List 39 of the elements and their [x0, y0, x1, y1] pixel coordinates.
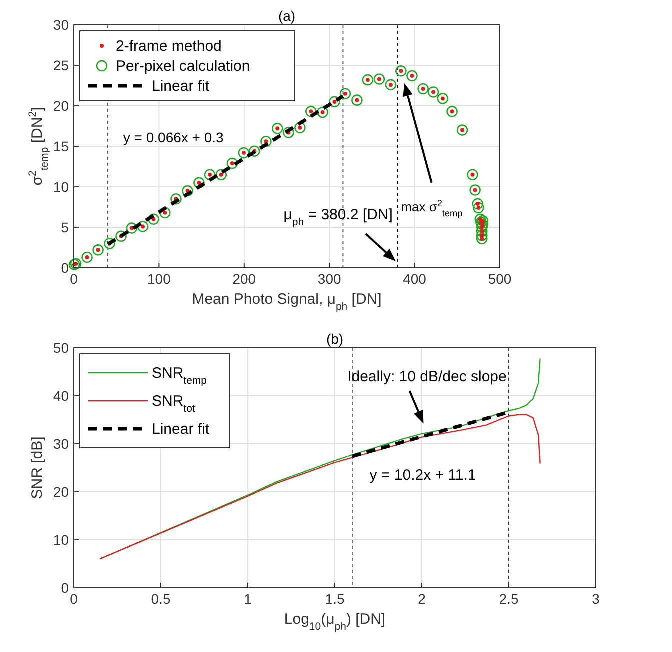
legend-label: SNR$_{temp}$ [152, 365, 208, 387]
annotation: Ideally: 10 dB/dec slope [348, 368, 507, 386]
x-tick-label: 3 [592, 591, 600, 607]
y-tick-label: 30 [53, 17, 70, 33]
y-tick-label: 0 [61, 260, 70, 276]
legend-label: Linear fit [152, 78, 210, 95]
y-tick-label: 15 [53, 138, 70, 154]
x-tick-label: 1 [244, 591, 252, 607]
x-tick-label: 100 [148, 271, 172, 287]
y-tick-label: 30 [53, 436, 70, 452]
x-axis-title: Mean Photo Signal, μ$_{ph}$ [DN] [192, 291, 382, 313]
y-tick-label: 5 [61, 220, 70, 236]
y-tick-label: 10 [53, 532, 70, 548]
y-tick-label: 25 [53, 58, 70, 74]
x-tick-label: 300 [318, 271, 342, 287]
x-tick-label: 1.5 [325, 591, 345, 607]
y-tick-label: 40 [53, 388, 70, 404]
chart-title: (a) [278, 8, 296, 24]
x-tick-label: 400 [403, 271, 427, 287]
legend-label: SNR$_{tot}$ [152, 393, 196, 415]
y-axis-title: SNR [dB] [29, 436, 46, 500]
chart-title: (b) [326, 331, 344, 347]
y-tick-label: 20 [53, 484, 70, 500]
y-tick-label: 10 [53, 179, 70, 195]
x-tick-label: 0.5 [151, 591, 171, 607]
x-tick-label: 2 [418, 591, 426, 607]
x-tick-label: 500 [488, 271, 512, 287]
annotation: y = 10.2x + 11.1 [370, 467, 476, 484]
legend-label: Per-pixel calculation [116, 58, 250, 75]
annotation: y = 0.066x + 0.3 [123, 129, 224, 146]
y-tick-label: 50 [53, 340, 70, 356]
legend-label: Linear fit [152, 421, 210, 438]
x-tick-label: 200 [232, 271, 256, 287]
x-axis-title: Log$_{10}$(μ$_{ph}$) [DN] [284, 611, 386, 633]
x-tick-label: 2.5 [499, 591, 519, 607]
y-tick-label: 20 [53, 98, 70, 114]
ref-line-label: μ$_{ph}$ = 380.2 [DN] [284, 206, 393, 228]
legend-label: 2-frame method [116, 38, 222, 55]
y-tick-label: 0 [61, 580, 70, 596]
